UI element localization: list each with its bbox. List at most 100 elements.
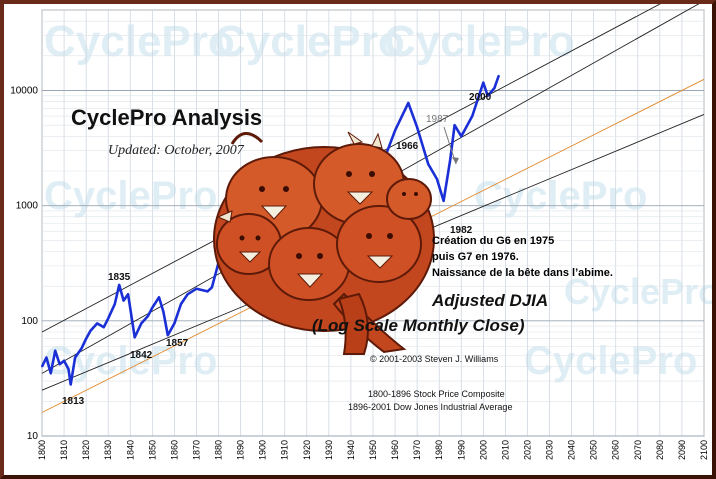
note-line-2: puis G7 en 1976. <box>432 251 519 263</box>
watermark-text: CyclePro <box>44 174 217 218</box>
annotation-1857: 1857 <box>166 338 189 349</box>
series-label-line2: (Log Scale Monthly Close) <box>312 316 525 335</box>
source-line-2: 1896-2001 Dow Jones Industrial Average <box>348 402 512 412</box>
x-tick-label: 1820 <box>81 440 91 460</box>
data-point <box>453 124 456 126</box>
annotation-1966: 1966 <box>396 141 419 152</box>
data-point <box>158 296 160 299</box>
data-point <box>206 290 209 293</box>
x-tick-label: 2100 <box>699 440 709 460</box>
data-point <box>497 74 500 77</box>
watermark-text: CyclePro <box>524 339 697 383</box>
data-point <box>54 349 57 352</box>
data-point <box>118 284 121 286</box>
x-tick-label: 2000 <box>478 440 488 460</box>
data-point <box>85 337 87 340</box>
x-axis-ticks: 1800 1810 1820 1830 1840 1850 1860 1870 1880 1890… <box>37 440 709 460</box>
data-point <box>460 135 463 138</box>
annotation-1835: 1835 <box>108 272 131 283</box>
data-point <box>107 317 109 320</box>
data-point <box>122 299 125 302</box>
chart-subtitle: Updated: October, 2007 <box>108 143 245 158</box>
note-line-3: Naissance de la bête dans l’abime. <box>432 267 613 279</box>
annotation-1987-arrowhead <box>452 157 459 164</box>
x-tick-label: 2070 <box>633 440 643 460</box>
x-tick-label: 1910 <box>280 440 290 460</box>
data-point <box>114 303 116 305</box>
watermark-text: CyclePro <box>384 17 575 66</box>
data-point <box>96 322 98 325</box>
x-tick-label: 1970 <box>412 440 422 460</box>
y-tick-label: 10 <box>27 431 39 442</box>
data-point <box>407 102 410 104</box>
annotation-1982: 1982 <box>450 225 473 236</box>
data-point <box>493 87 496 89</box>
x-tick-label: 1860 <box>169 440 179 460</box>
x-tick-label: 2010 <box>500 440 510 460</box>
data-point <box>442 200 445 202</box>
data-point <box>74 356 76 359</box>
x-tick-label: 1930 <box>324 440 334 460</box>
x-tick-label: 2090 <box>677 440 687 460</box>
x-tick-label: 2080 <box>655 440 665 460</box>
data-point <box>69 383 72 386</box>
data-point <box>166 334 169 337</box>
data-point <box>151 306 154 309</box>
data-point <box>162 310 165 313</box>
data-point <box>133 336 136 339</box>
x-tick-label: 1840 <box>125 440 135 460</box>
watermark-text: CyclePro <box>44 17 235 66</box>
data-point <box>186 293 189 296</box>
y-tick-label: 100 <box>21 316 38 327</box>
data-point <box>63 359 65 362</box>
data-point <box>102 326 105 329</box>
x-tick-label: 2030 <box>545 440 555 460</box>
data-point <box>180 303 182 305</box>
annotation-2000: 2000 <box>469 92 492 103</box>
annotation-1813: 1813 <box>62 396 85 407</box>
beast-illustration <box>213 131 435 355</box>
x-tick-label: 2050 <box>589 440 599 460</box>
data-point <box>427 163 429 165</box>
data-point <box>211 286 213 289</box>
data-point <box>89 329 92 332</box>
y-tick-label: 1000 <box>16 201 39 212</box>
data-point <box>58 363 61 366</box>
x-tick-label: 1890 <box>236 440 246 460</box>
x-tick-label: 1830 <box>103 440 113 460</box>
x-tick-label: 1990 <box>456 440 466 460</box>
x-tick-label: 1950 <box>368 440 378 460</box>
x-tick-label: 1960 <box>390 440 400 460</box>
y-tick-label: 10000 <box>10 85 38 96</box>
data-point <box>127 293 129 296</box>
data-point <box>436 178 438 180</box>
x-tick-label: 1900 <box>258 440 268 460</box>
note-line-1: Création du G6 en 1975 <box>432 235 554 247</box>
x-tick-label: 1880 <box>214 440 224 460</box>
data-point <box>67 368 70 371</box>
x-tick-label: 1810 <box>59 440 69 460</box>
data-point <box>195 287 198 290</box>
watermark-text: CyclePro <box>214 17 405 66</box>
data-point <box>416 126 418 129</box>
x-tick-label: 1870 <box>191 440 201 460</box>
copyright-text: © 2001-2003 Steven J. Williams <box>370 354 499 364</box>
data-point <box>394 129 396 132</box>
x-tick-label: 2020 <box>522 440 532 460</box>
x-tick-label: 1940 <box>346 440 356 460</box>
data-point <box>486 94 489 97</box>
chart-title: CyclePro Analysis <box>71 105 262 130</box>
x-tick-label: 2060 <box>611 440 621 460</box>
series-label-line1: Adjusted DJIA <box>431 291 548 310</box>
annotation-1842: 1842 <box>130 350 153 361</box>
x-tick-label: 1800 <box>37 440 47 460</box>
data-point <box>471 115 474 117</box>
x-tick-label: 1920 <box>302 440 312 460</box>
annotation-1987: 1987 <box>426 114 449 125</box>
data-point <box>449 159 452 161</box>
y-axis-ticks: 10 100 1000 10000 <box>10 85 38 442</box>
data-point <box>140 322 143 325</box>
source-line-1: 1800-1896 Stock Price Composite <box>368 389 505 399</box>
watermark-text: CyclePro <box>474 174 647 218</box>
